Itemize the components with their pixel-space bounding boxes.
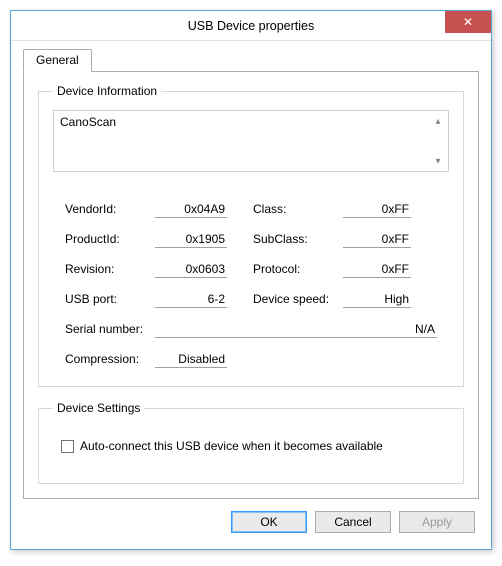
row-revision: Revision: 0x0603 Protocol: 0xFF [65, 248, 437, 278]
scroll-up-icon[interactable]: ▴ [431, 114, 445, 128]
dialog-window: USB Device properties ✕ General Device I… [10, 10, 492, 550]
tab-panel: Device Information CanoScan ▴ ▾ VendorId… [23, 71, 479, 499]
device-name-text: CanoScan [60, 115, 116, 129]
device-settings-legend: Device Settings [53, 401, 144, 415]
device-settings-group: Device Settings Auto-connect this USB de… [38, 401, 464, 484]
button-row: OK Cancel Apply [23, 499, 479, 537]
productid-value: 0x1905 [155, 232, 227, 248]
serial-value: N/A [155, 322, 437, 338]
cancel-button[interactable]: Cancel [315, 511, 391, 533]
speed-label: Device speed: [253, 292, 343, 308]
revision-label: Revision: [65, 262, 155, 278]
protocol-value: 0xFF [343, 262, 411, 278]
speed-value: High [343, 292, 411, 308]
usbport-value: 6-2 [155, 292, 227, 308]
close-icon: ✕ [463, 15, 473, 29]
autoconnect-checkbox[interactable] [61, 440, 74, 453]
row-vendorid: VendorId: 0x04A9 Class: 0xFF [65, 188, 437, 218]
subclass-label: SubClass: [253, 232, 343, 248]
titlebar: USB Device properties ✕ [11, 11, 491, 41]
info-grid: VendorId: 0x04A9 Class: 0xFF ProductId: … [53, 188, 449, 372]
productid-label: ProductId: [65, 232, 155, 248]
settings-body: Auto-connect this USB device when it bec… [53, 427, 449, 469]
usbport-label: USB port: [65, 292, 155, 308]
compression-value: Disabled [155, 352, 227, 368]
tab-strip: General [23, 49, 479, 72]
device-information-group: Device Information CanoScan ▴ ▾ VendorId… [38, 84, 464, 387]
row-serial: Serial number: N/A [65, 308, 437, 338]
serial-label: Serial number: [65, 322, 155, 338]
window-title: USB Device properties [188, 19, 314, 33]
scroll-down-icon[interactable]: ▾ [431, 154, 445, 168]
compression-label: Compression: [65, 352, 155, 368]
device-information-legend: Device Information [53, 84, 161, 98]
apply-button: Apply [399, 511, 475, 533]
row-productid: ProductId: 0x1905 SubClass: 0xFF [65, 218, 437, 248]
protocol-label: Protocol: [253, 262, 343, 278]
ok-button[interactable]: OK [231, 511, 307, 533]
class-label: Class: [253, 202, 343, 218]
close-button[interactable]: ✕ [445, 11, 491, 33]
autoconnect-label[interactable]: Auto-connect this USB device when it bec… [80, 439, 383, 453]
class-value: 0xFF [343, 202, 411, 218]
vendorid-value: 0x04A9 [155, 202, 227, 218]
revision-value: 0x0603 [155, 262, 227, 278]
device-name-box[interactable]: CanoScan ▴ ▾ [53, 110, 449, 172]
row-usbport: USB port: 6-2 Device speed: High [65, 278, 437, 308]
tab-general[interactable]: General [23, 49, 92, 72]
row-compression: Compression: Disabled [65, 338, 437, 368]
content-area: General Device Information CanoScan ▴ ▾ … [11, 41, 491, 549]
subclass-value: 0xFF [343, 232, 411, 248]
vendorid-label: VendorId: [65, 202, 155, 218]
